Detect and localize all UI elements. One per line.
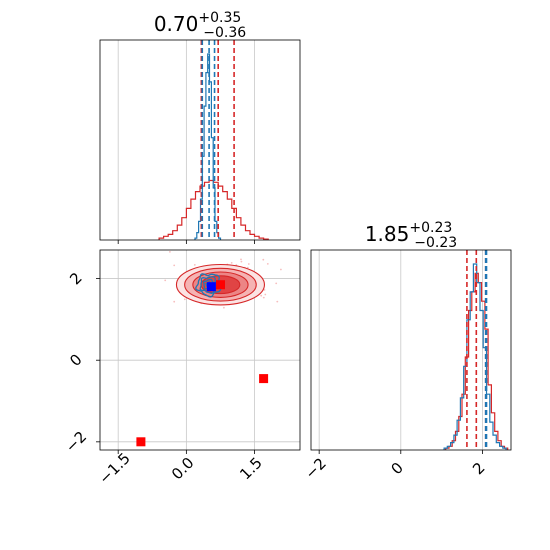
joint-sample-point — [266, 263, 269, 265]
hist-panel-param1-frame — [99, 39, 301, 241]
joint-sample-point — [247, 263, 250, 265]
joint-sample-point — [260, 294, 263, 297]
joint-ytick-label: 0 — [66, 350, 85, 369]
hist-panel-param2-frame — [310, 249, 512, 451]
joint-ytick-label: −2 — [62, 428, 90, 456]
joint-sample-point — [246, 266, 249, 269]
joint-sample-point — [262, 296, 265, 299]
joint-sample-point — [276, 300, 279, 303]
hist-panel-param2: −2 0 2 1.85+0.23 −0.23 — [301, 220, 512, 483]
title-param2-value: 1.85 — [365, 222, 410, 246]
joint-marker-red-1 — [216, 280, 225, 290]
joint-sample-point — [315, 279, 317, 281]
joint-sample-point — [169, 251, 171, 253]
title-param1-minus: −0.36 — [203, 25, 246, 41]
joint-sample-point — [173, 300, 176, 303]
param2-tick-label: 0 — [388, 459, 407, 478]
joint-sample-point — [263, 289, 266, 291]
param2-hist-series-1 — [443, 263, 507, 450]
joint-sample-point — [223, 306, 225, 309]
param1-hist-series-0 — [158, 179, 269, 240]
joint-sample-point — [262, 258, 265, 261]
contour-panel-joint: −1.5 0.0 1.5 −2 0 2 — [62, 247, 317, 488]
joint-xtick-label: 1.5 — [236, 454, 266, 484]
joint-marker-red-3 — [136, 437, 146, 447]
title-param2: 1.85+0.23 −0.23 — [365, 220, 457, 251]
joint-sample-point — [230, 262, 233, 264]
param2-tick-label: 2 — [469, 459, 488, 478]
param2-tick-label: −2 — [301, 454, 329, 482]
title-param2-plus: +0.23 — [409, 220, 452, 236]
joint-sample-point — [173, 264, 176, 267]
joint-sample-point — [280, 268, 282, 271]
param1-hist-series-1 — [194, 53, 222, 240]
joint-xtick-label: −1.5 — [95, 449, 133, 487]
joint-sample-point — [240, 258, 242, 261]
joint-sample-point — [207, 247, 209, 249]
joint-sample-point — [264, 293, 267, 296]
joint-sample-point — [193, 264, 196, 266]
joint-sample-point — [240, 260, 243, 263]
joint-ytick-label: 2 — [66, 269, 85, 288]
joint-xtick-label: 0.0 — [168, 454, 198, 484]
joint-blue-contour-1 — [199, 276, 220, 294]
joint-sample-point — [275, 282, 278, 285]
title-param1-value: 0.70 — [154, 12, 199, 36]
hist-panel-param1: 0.70+0.35 −0.36 — [99, 10, 301, 244]
contour-panel-frame — [99, 249, 301, 451]
joint-sample-point — [183, 298, 186, 301]
joint-marker-red-2 — [259, 374, 269, 384]
joint-blue-contour-0 — [194, 273, 223, 298]
title-param2-minus: −0.23 — [414, 235, 457, 251]
title-param1-plus: +0.35 — [198, 10, 241, 26]
joint-sample-point — [164, 279, 167, 282]
title-param1: 0.70+0.35 −0.36 — [154, 10, 246, 41]
joint-marker-blue-0 — [206, 282, 216, 292]
